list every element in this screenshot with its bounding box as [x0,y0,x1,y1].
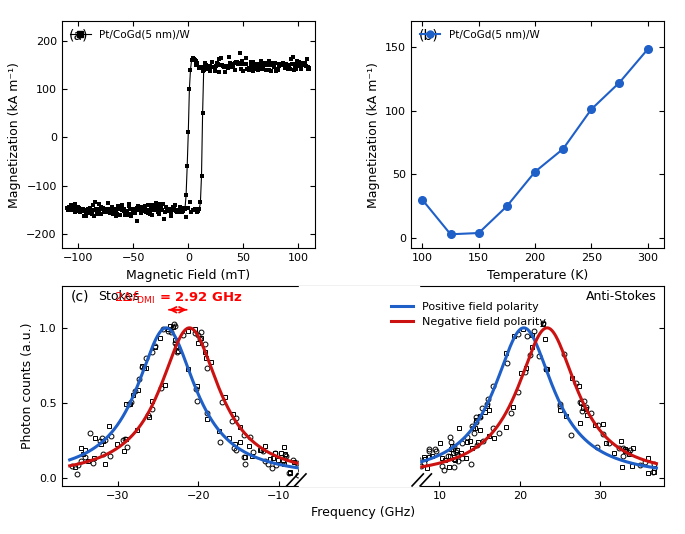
Positive field polarity [178,350,186,356]
Positive field polarity [205,412,213,419]
Text: Stokes: Stokes [98,289,139,303]
Y-axis label: Magnetization (kA m⁻¹): Magnetization (kA m⁻¹) [366,62,379,208]
Text: (b): (b) [419,28,438,42]
Text: $2\Delta f_{\rm DMI}$ = 2.92 GHz: $2\Delta f_{\rm DMI}$ = 2.92 GHz [114,290,242,307]
Line: Positive field polarity: Positive field polarity [70,328,303,468]
Positive field polarity [299,465,307,472]
Line: Negative field polarity: Negative field polarity [70,328,303,466]
Text: (c): (c) [71,289,89,304]
Positive field polarity [177,346,185,352]
Text: Anti-Stokes: Anti-Stokes [586,289,657,303]
X-axis label: Magnetic Field (mT): Magnetic Field (mT) [126,269,250,282]
Legend: Pt/CoGd(5 nm)/W: Pt/CoGd(5 nm)/W [416,27,543,43]
Positive field polarity [66,457,74,463]
Negative field polarity [185,325,193,331]
Negative field polarity [257,445,265,451]
Positive field polarity [293,465,301,471]
Legend: Pt/CoGd(5 nm)/W: Pt/CoGd(5 nm)/W [67,27,193,43]
Positive field polarity [192,386,201,392]
Text: (a): (a) [69,28,89,42]
Negative field polarity [299,461,307,468]
Y-axis label: Photon counts (a.u.): Photon counts (a.u.) [21,323,34,449]
Negative field polarity [192,330,201,336]
Y-axis label: Magnetization (kA m⁻¹): Magnetization (kA m⁻¹) [8,62,21,208]
Negative field polarity [177,331,186,337]
Negative field polarity [176,334,184,340]
Negative field polarity [205,358,213,365]
Negative field polarity [293,460,301,467]
Positive field polarity [162,325,170,331]
Positive field polarity [257,456,265,462]
Negative field polarity [66,462,74,469]
X-axis label: Frequency (GHz): Frequency (GHz) [311,506,415,520]
Legend: Positive field polarity, Negative field polarity: Positive field polarity, Negative field … [386,297,550,332]
X-axis label: Temperature (K): Temperature (K) [487,269,588,282]
